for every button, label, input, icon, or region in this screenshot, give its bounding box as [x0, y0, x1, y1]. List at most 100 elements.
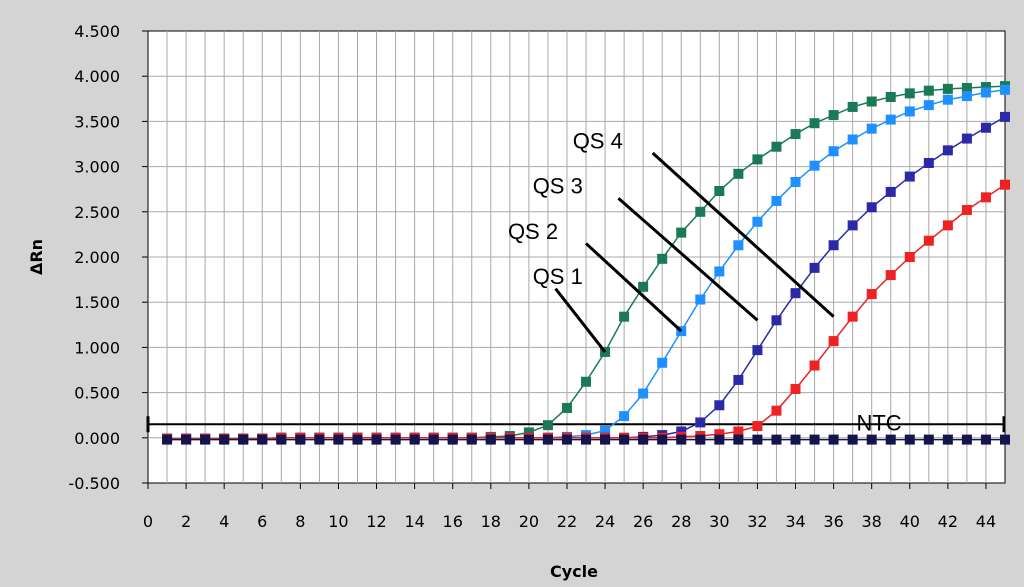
data-point: [828, 336, 839, 347]
data-point: [523, 434, 534, 445]
data-point: [847, 220, 858, 231]
data-point: [790, 383, 801, 394]
data-point: [257, 434, 268, 445]
data-point: [485, 434, 496, 445]
data-point: [904, 171, 915, 182]
data-point: [561, 434, 572, 445]
data-point: [961, 204, 972, 215]
data-point: [790, 434, 801, 445]
data-point: [733, 240, 744, 251]
data-point: [676, 227, 687, 238]
x-tick-label: 4: [219, 512, 229, 531]
data-point: [276, 434, 287, 445]
x-axis: 0 2 4 6 8 10 12 14 16 18 20 22 24 26 28 30 32 34 36 38 40 42 4…: [143, 483, 996, 531]
x-tick-label: 0: [143, 512, 153, 531]
data-point: [714, 434, 725, 445]
annotation-label: NTC: [856, 411, 901, 436]
data-point: [219, 434, 230, 445]
data-point: [314, 434, 325, 445]
data-point: [809, 360, 820, 371]
data-point: [980, 122, 991, 133]
data-point: [447, 434, 458, 445]
y-tick-label: 1.000: [74, 338, 120, 357]
data-point: [980, 87, 991, 98]
x-tick-label: 36: [823, 512, 843, 531]
data-point: [771, 434, 782, 445]
data-point: [657, 357, 668, 368]
data-point: [923, 85, 934, 96]
data-point: [733, 168, 744, 179]
data-point: [942, 94, 953, 105]
data-point: [1000, 179, 1010, 190]
data-point: [466, 434, 477, 445]
data-point: [714, 429, 725, 440]
data-point: [162, 434, 173, 445]
data-point: [809, 160, 820, 171]
annotation-leader-line: [617, 197, 759, 322]
x-tick-label: 40: [900, 512, 920, 531]
x-tick-label: 18: [481, 512, 501, 531]
data-point: [809, 434, 820, 445]
data-point: [771, 315, 782, 326]
y-axis-title: ΔRn: [27, 239, 46, 275]
data-point: [504, 434, 515, 445]
data-point: [676, 426, 687, 437]
x-tick-label: 24: [595, 512, 615, 531]
data-point: [961, 133, 972, 144]
threshold-line: [146, 416, 1006, 433]
data-point: [542, 420, 553, 431]
data-point: [904, 106, 915, 117]
data-point: [961, 91, 972, 102]
data-point: [619, 311, 630, 322]
x-tick-label: 16: [443, 512, 463, 531]
data-point: [752, 154, 763, 165]
y-tick-label: 2.500: [74, 203, 120, 222]
y-tick-label: 4.000: [74, 67, 120, 86]
x-tick-label: 6: [257, 512, 267, 531]
data-point: [695, 417, 706, 428]
series-group: [162, 81, 1010, 445]
data-point: [923, 157, 934, 168]
data-point: [790, 129, 801, 140]
data-point: [695, 294, 706, 305]
data-point: [1000, 111, 1010, 122]
data-point: [866, 434, 877, 445]
data-point: [771, 141, 782, 152]
data-point: [181, 434, 192, 445]
data-point: [847, 134, 858, 145]
annotation-leader-line: [585, 242, 683, 333]
data-point: [866, 202, 877, 213]
data-point: [752, 216, 763, 227]
data-point: [980, 434, 991, 445]
x-tick-label: 14: [404, 512, 424, 531]
data-point: [847, 101, 858, 112]
x-tick-label: 12: [366, 512, 386, 531]
data-point: [980, 192, 991, 203]
data-point: [980, 82, 991, 93]
data-point: [638, 388, 649, 399]
data-point: [904, 252, 915, 262]
x-tick-label: 10: [328, 512, 348, 531]
data-point: [961, 82, 972, 93]
data-point: [695, 206, 706, 217]
x-tick-label: 22: [557, 512, 577, 531]
x-tick-label: 44: [976, 512, 996, 531]
data-point: [333, 434, 344, 445]
data-point: [523, 427, 534, 438]
data-point: [847, 434, 858, 445]
series-ntc: [162, 434, 1010, 445]
x-tick-label: 34: [785, 512, 805, 531]
data-point: [828, 110, 839, 121]
data-point: [542, 434, 553, 445]
annotation-leader-line: [554, 287, 607, 353]
data-point: [676, 434, 687, 445]
data-point: [866, 123, 877, 134]
data-point: [752, 345, 763, 356]
data-point: [904, 88, 915, 99]
data-point: [428, 434, 439, 445]
data-point: [828, 434, 839, 445]
data-point: [619, 434, 630, 445]
data-point: [790, 288, 801, 299]
data-point: [1000, 84, 1010, 95]
